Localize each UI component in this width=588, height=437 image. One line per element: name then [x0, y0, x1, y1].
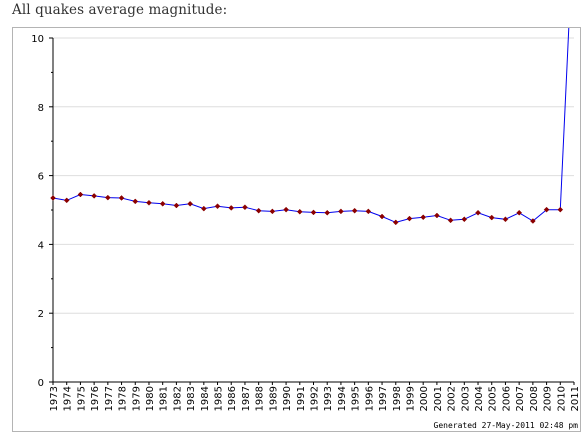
xtick-label-1977: 1977: [104, 386, 115, 411]
axes: [49, 37, 575, 385]
data-point-2008: [530, 218, 536, 224]
data-point-1998: [392, 219, 399, 226]
line-chart: 0 2 4 6 8 10 1973 1974 1975 1976 1977 1978 1979 1980…: [31, 28, 580, 430]
data-point-1985: [214, 203, 221, 210]
xtick-label-1984: 1984: [200, 386, 211, 411]
xtick-label-1988: 1988: [255, 386, 266, 411]
xtick-label-1986: 1986: [227, 386, 238, 411]
data-point-1974: [63, 197, 70, 204]
xtick-label-1991: 1991: [296, 386, 307, 411]
data-point-1989: [269, 208, 276, 215]
data-point-1986: [228, 205, 235, 211]
data-point-1973: [50, 195, 56, 201]
x-axis-tick-labels: 1973 1974 1975 1976 1977 1978 1979 1980 1981 1982…: [49, 386, 580, 411]
data-point-2010: [557, 206, 564, 213]
data-point-2001: [434, 212, 440, 219]
xtick-label-1981: 1981: [159, 386, 170, 411]
xtick-label-1990: 1990: [282, 386, 293, 411]
xtick-label-1999: 1999: [405, 386, 416, 411]
data-point-2006: [502, 216, 509, 223]
xtick-label-1989: 1989: [268, 386, 279, 411]
data-point-1994: [338, 208, 344, 215]
xtick-label-2002: 2002: [447, 386, 458, 411]
data-point-1999: [406, 215, 413, 222]
generated-timestamp: Generated 27-May-2011 02:48 pm: [434, 421, 579, 430]
xtick-label-2011: 2011: [570, 386, 580, 411]
data-point-1984: [200, 205, 207, 212]
xtick-label-1980: 1980: [145, 386, 156, 411]
xtick-label-1976: 1976: [90, 386, 101, 411]
series-markers: [50, 191, 564, 226]
xtick-label-2008: 2008: [529, 386, 540, 411]
data-point-1988: [255, 207, 262, 214]
xtick-label-1979: 1979: [131, 386, 142, 411]
xtick-label-1978: 1978: [118, 386, 129, 411]
data-point-1993: [324, 209, 331, 216]
series-line: [52, 28, 570, 223]
ytick-label-8: 8: [38, 103, 44, 114]
data-point-1975: [77, 191, 84, 198]
ytick-label-0: 0: [38, 378, 44, 389]
xtick-label-2003: 2003: [460, 386, 471, 411]
data-point-1987: [242, 204, 248, 211]
data-point-1997: [379, 213, 385, 220]
ytick-label-10: 10: [31, 34, 44, 45]
xtick-label-1994: 1994: [337, 386, 348, 411]
data-point-2005: [488, 214, 495, 221]
xtick-label-2001: 2001: [433, 386, 444, 411]
data-point-1978: [118, 195, 125, 201]
xtick-label-1983: 1983: [186, 386, 197, 411]
xtick-label-1974: 1974: [63, 386, 74, 411]
data-point-2009: [543, 206, 550, 213]
data-point-1995: [351, 207, 358, 214]
data-point-2003: [461, 216, 468, 223]
data-point-1976: [91, 193, 97, 199]
ytick-label-6: 6: [38, 172, 44, 183]
data-point-1982: [173, 202, 180, 209]
data-point-2004: [475, 209, 481, 216]
data-point-1990: [283, 206, 289, 213]
series-line-path: [52, 193, 561, 223]
page-title: All quakes average magnitude:: [12, 2, 228, 18]
data-point-2000: [420, 214, 427, 221]
data-point-1979: [132, 198, 139, 205]
xtick-label-1982: 1982: [172, 386, 183, 411]
ytick-label-4: 4: [38, 240, 44, 251]
data-point-2007: [516, 209, 523, 216]
ytick-label-2: 2: [38, 309, 44, 320]
data-point-1992: [310, 209, 317, 216]
xtick-label-2004: 2004: [474, 386, 485, 411]
xtick-label-2009: 2009: [543, 386, 554, 411]
data-point-1981: [159, 200, 166, 207]
data-point-1996: [365, 208, 372, 215]
xtick-label-1987: 1987: [241, 386, 252, 411]
data-point-1983: [187, 200, 193, 207]
xtick-label-2006: 2006: [501, 386, 512, 411]
xtick-label-1975: 1975: [76, 386, 87, 411]
y-axis-tick-labels: 0 2 4 6 8 10: [31, 34, 44, 389]
chart-frame: 0 2 4 6 8 10 1973 1974 1975 1976 1977 1978 1979 1980…: [12, 27, 581, 432]
xtick-label-1997: 1997: [378, 386, 389, 411]
data-point-1980: [146, 199, 152, 206]
data-point-1991: [296, 208, 303, 215]
xtick-label-2007: 2007: [515, 386, 526, 411]
data-point-1977: [104, 194, 111, 201]
xtick-label-1985: 1985: [214, 386, 225, 411]
xtick-label-1973: 1973: [49, 386, 60, 411]
xtick-label-2010: 2010: [556, 386, 567, 411]
xtick-label-1996: 1996: [364, 386, 375, 411]
xtick-label-1993: 1993: [323, 386, 334, 411]
xtick-label-1992: 1992: [310, 386, 321, 411]
xtick-label-2005: 2005: [488, 386, 499, 411]
series-line-final-segment: [559, 28, 570, 210]
xtick-label-2000: 2000: [419, 386, 430, 411]
data-point-2002: [447, 217, 454, 224]
xtick-label-1995: 1995: [351, 386, 362, 411]
grid-lines: [53, 37, 574, 314]
xtick-label-1998: 1998: [392, 386, 403, 411]
